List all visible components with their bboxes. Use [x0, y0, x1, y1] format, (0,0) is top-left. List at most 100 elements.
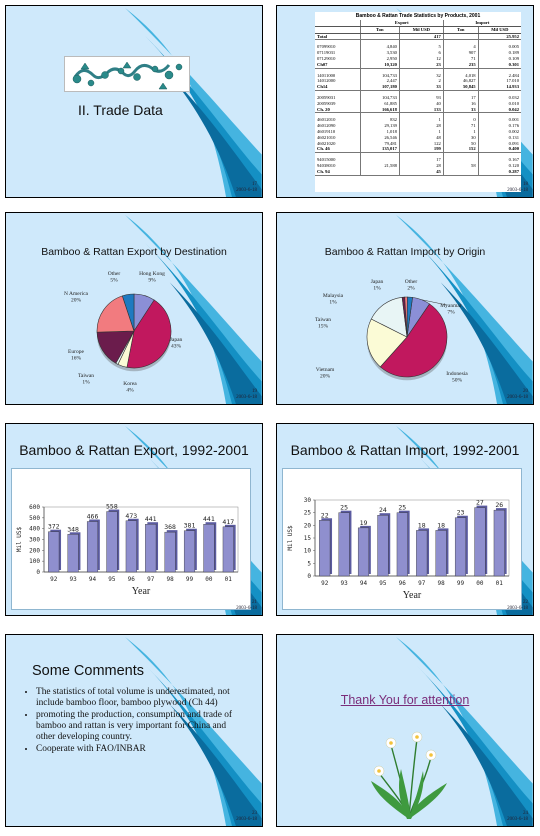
flower-illustration	[371, 731, 447, 819]
cell-im: 0.167	[477, 157, 521, 163]
cell-code: 46012090	[317, 123, 336, 129]
cell-em: 2	[398, 78, 444, 85]
cell-im	[477, 39, 521, 45]
y-tick-label: 100	[29, 558, 40, 565]
slide-footer: 19 2003-6-18	[236, 389, 257, 400]
cell-it: 33	[442, 106, 479, 114]
cell-it	[442, 157, 479, 163]
slice-label: N America	[64, 291, 89, 297]
cell-et: 26,546	[359, 134, 400, 141]
x-axis-title: Year	[403, 590, 422, 601]
pie-slice	[96, 295, 135, 333]
cell-im: 0.287	[477, 168, 521, 176]
slide-footer: 23 2003-6-18	[236, 811, 257, 822]
slide-1[interactable]: II. Trade Data 17 2003-6-18	[5, 5, 263, 198]
comments-list: The statistics of total volume is undere…	[22, 687, 236, 756]
x-tick-label: 99	[457, 580, 465, 587]
cell-em: 28	[398, 123, 444, 129]
x-tick-label: 92	[50, 576, 58, 583]
x-tick-label: 92	[321, 580, 329, 587]
slide-5[interactable]: Bamboo & Rattan Export, 1992-2001 0 100 20…	[5, 423, 263, 616]
cell-it	[442, 90, 479, 95]
table-row: Ch14 107,180 33 50,845 14.933	[315, 84, 521, 91]
slide-3[interactable]: Bamboo & Rattan Export by Destination Ho…	[5, 212, 263, 405]
table-row: 46012010 832 1 0 0.001	[315, 117, 521, 124]
cell-code: Ch. 46	[315, 146, 361, 154]
slide-4[interactable]: Bamboo & Rattan Import by Origin Myanmar…	[276, 212, 534, 405]
slide-7[interactable]: Some Comments The statistics of total vo…	[5, 634, 263, 827]
x-tick-label: 95	[108, 576, 116, 583]
y-tick-label: 400	[29, 526, 40, 533]
slide-footer: 20 2003-6-18	[507, 389, 528, 400]
leader-line	[421, 299, 448, 306]
data-label: 558	[106, 503, 118, 511]
cell-et: 21,588	[359, 162, 400, 169]
chart-title: Bamboo & Rattan Import by Origin	[324, 246, 486, 258]
bar	[164, 531, 176, 573]
y-tick-label: 5	[307, 560, 311, 567]
cell-em	[398, 112, 444, 118]
x-tick-label: 94	[89, 576, 97, 583]
cell-code: 07119031	[317, 50, 336, 56]
table-row: 94038010 21,588 28 58 0.120	[315, 162, 521, 169]
cell-code: 46021020	[317, 140, 336, 146]
y-tick-label: 300	[29, 537, 40, 544]
y-tick-label: 500	[29, 515, 40, 522]
slice-label: 1%	[82, 380, 90, 386]
slide-footer: 22 2003-6-18	[507, 600, 528, 611]
cell-et	[359, 90, 400, 95]
cell-em: 32	[398, 72, 444, 79]
slice-label: 15%	[318, 324, 329, 330]
table-row	[315, 112, 521, 118]
slide-8[interactable]: Thank You for attention 24 2003-6-18	[276, 634, 534, 827]
cell-code: 20059031	[317, 94, 336, 100]
bar	[396, 512, 408, 577]
table-row: 07129010 2,950 12 71 0.109	[315, 55, 521, 62]
y-tick-label: 25	[304, 510, 312, 517]
trade-table: Bamboo & Rattan Trade Statistics by Prod…	[315, 12, 521, 192]
y-tick-label: 10	[304, 548, 312, 555]
slice-label: Indonesia	[446, 371, 468, 377]
slice-label: Japan	[170, 337, 183, 343]
cell-it: 50,845	[442, 84, 479, 91]
cell-et: 2,447	[359, 78, 400, 85]
cell-et: 135,017	[359, 146, 400, 154]
slice-label: Taiwan	[78, 373, 94, 379]
logo-image	[64, 56, 190, 92]
data-label: 25	[340, 504, 348, 512]
slide-footer: 21 2003-6-18	[236, 600, 257, 611]
cell-em: 12	[398, 55, 444, 62]
cell-it: 58	[442, 162, 479, 169]
x-tick-label: 99	[186, 576, 194, 583]
x-axis-title: Year	[132, 586, 151, 597]
slide-2[interactable]: Bamboo & Rattan Trade Statistics by Prod…	[276, 5, 534, 198]
cell-em	[398, 152, 444, 158]
x-tick-label: 98	[437, 580, 445, 587]
cell-et: 10,320	[359, 61, 400, 69]
slice-label: 43%	[171, 344, 182, 350]
cell-code: 20059039	[317, 100, 336, 106]
x-tick-label: 94	[360, 580, 368, 587]
bar	[67, 534, 79, 573]
import-bar-chart: 0 5 10 15 20 25 30 22 92 25 93 19 94 24 95 25 96 18 97 18 98…	[287, 497, 510, 601]
table-row: 46021020 79,481 122 50 0.091	[315, 140, 521, 147]
cell-code: Total	[315, 33, 361, 41]
table-row	[315, 68, 521, 73]
cell-et	[359, 157, 400, 163]
cell-et	[359, 33, 400, 41]
y-axis-title: Mil US$	[287, 525, 294, 551]
col-mil: Mil USD	[398, 26, 444, 34]
data-label: 466	[87, 513, 99, 521]
slide-6[interactable]: Bamboo & Rattan Import, 1992-2001 0 5 10 15…	[276, 423, 534, 616]
data-label: 27	[476, 499, 484, 507]
table-row: 07099010 4,840 5 4 0.005	[315, 44, 521, 51]
comment-item: Cooperate with FAO/INBAR	[36, 744, 236, 755]
cell-et: 29,139	[359, 123, 400, 129]
cell-em: 133	[398, 106, 444, 114]
data-label: 348	[67, 525, 79, 533]
cell-code: 46019110	[317, 128, 336, 134]
cell-im: 0.005	[477, 44, 521, 51]
data-label: 473	[125, 512, 137, 520]
cell-im	[477, 90, 521, 95]
slice-label: 50%	[452, 378, 463, 384]
